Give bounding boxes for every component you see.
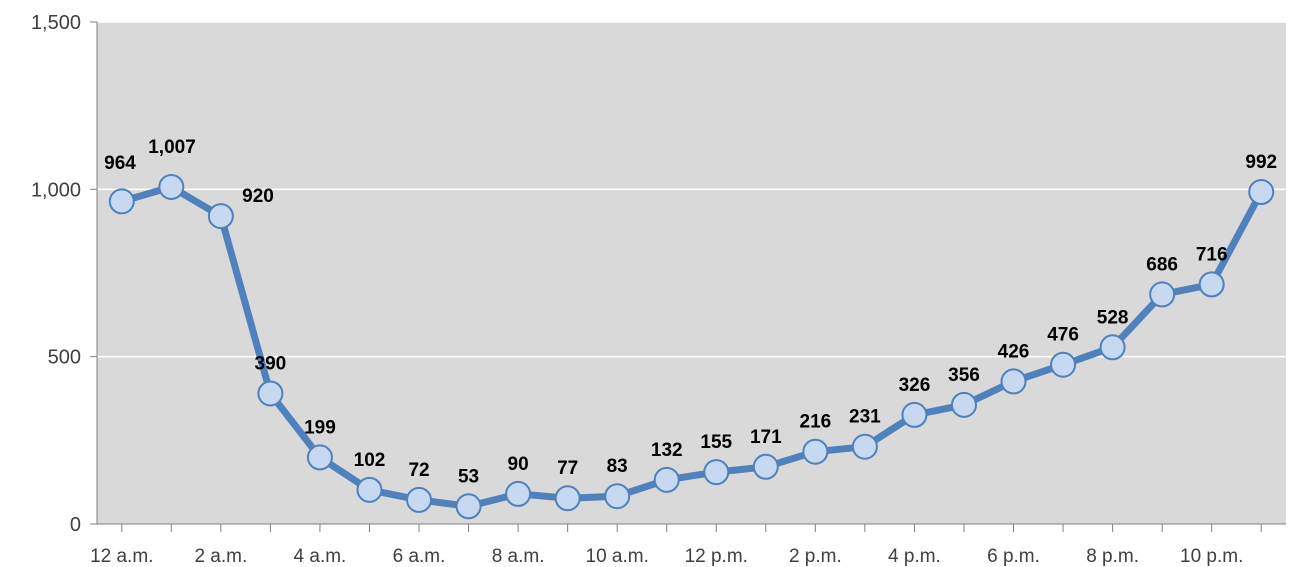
data-label: 686 (1146, 254, 1178, 275)
data-point (356, 476, 383, 503)
data-label: 132 (651, 440, 683, 461)
data-label: 326 (899, 375, 931, 396)
data-label: 72 (408, 460, 429, 481)
data-label: 716 (1196, 244, 1228, 265)
x-tick-label: 10 p.m. (1180, 546, 1243, 567)
data-label: 528 (1097, 307, 1129, 328)
x-tick-label: 4 p.m. (888, 546, 941, 567)
data-point (950, 391, 977, 418)
data-point (505, 480, 532, 507)
data-label: 476 (1047, 325, 1079, 346)
x-tick-label: 6 p.m. (987, 546, 1040, 567)
data-label: 920 (242, 186, 274, 207)
data-label: 231 (849, 407, 881, 428)
data-label: 356 (948, 365, 980, 386)
data-label: 390 (255, 353, 287, 374)
x-tick-label: 6 a.m. (393, 546, 446, 567)
axes (96, 22, 1286, 525)
x-tick-label: 12 p.m. (685, 546, 748, 567)
y-tick-label: 0 (70, 514, 81, 536)
data-point (1149, 281, 1176, 308)
data-point (1050, 351, 1077, 378)
x-tick-label: 10 a.m. (586, 546, 649, 567)
data-label: 964 (104, 153, 136, 174)
data-labels: 964 1,007 920 390 199 102 72 53 90 77 83 132 155 171 2… (104, 137, 1277, 487)
series-line (108, 173, 1275, 520)
data-label: 155 (700, 432, 732, 453)
data-label: 77 (557, 458, 578, 479)
data-point (257, 380, 284, 407)
data-point (108, 188, 135, 215)
data-point (653, 466, 680, 493)
x-axis-ticks: 12 a.m. 2 a.m. 4 a.m. 6 a.m. 8 a.m. 10 a.m. 12… (90, 524, 1262, 567)
data-point (1000, 368, 1027, 395)
data-label: 83 (607, 456, 628, 477)
data-point (406, 486, 433, 513)
data-point (306, 444, 333, 471)
data-label: 53 (458, 466, 479, 487)
data-point (207, 203, 234, 230)
data-point (604, 483, 631, 510)
y-axis-ticks: 0 500 1,000 1,500 (31, 12, 97, 536)
data-label: 90 (508, 454, 529, 475)
y-tick-label: 500 (48, 347, 81, 369)
x-tick-label: 8 a.m. (492, 546, 545, 567)
x-tick-label: 12 a.m. (90, 546, 153, 567)
x-tick-label: 4 a.m. (294, 546, 347, 567)
y-tick-label: 1,000 (31, 179, 81, 201)
data-point (1099, 334, 1126, 361)
data-point (455, 493, 482, 520)
data-label: 171 (750, 427, 782, 448)
data-point (554, 485, 581, 512)
data-label: 102 (354, 450, 386, 471)
data-point (901, 401, 928, 428)
data-label: 1,007 (148, 137, 196, 158)
data-point (1198, 271, 1225, 298)
data-label: 216 (800, 412, 832, 433)
data-point (752, 453, 779, 480)
plot-area (97, 22, 1286, 524)
data-point (1248, 179, 1275, 206)
data-label: 199 (304, 417, 336, 438)
x-tick-label: 2 p.m. (789, 546, 842, 567)
data-point (158, 173, 185, 200)
data-point (703, 459, 730, 486)
data-label: 992 (1245, 152, 1277, 173)
data-point (802, 438, 829, 465)
data-label: 426 (998, 341, 1030, 362)
x-tick-label: 2 a.m. (194, 546, 247, 567)
x-tick-label: 8 p.m. (1086, 546, 1139, 567)
data-point (851, 433, 878, 460)
y-tick-label: 1,500 (31, 12, 81, 34)
